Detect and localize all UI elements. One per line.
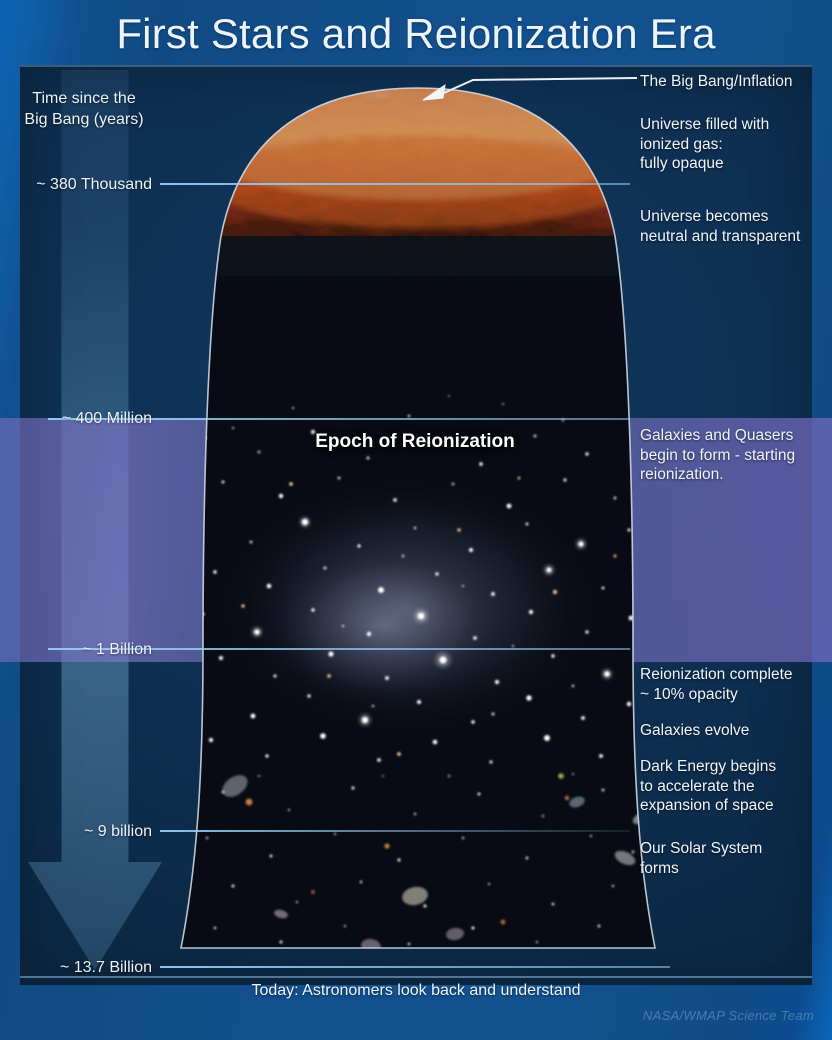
note-galaxies-quasars-form: Galaxies and Quasers begin to form - sta… bbox=[640, 426, 828, 485]
epoch-of-reionization-label: Epoch of Reionization bbox=[315, 431, 515, 452]
big-bang-pointer-arrow bbox=[415, 72, 640, 111]
caption-divider bbox=[20, 976, 812, 978]
note-solar-system-forms: Our Solar System forms bbox=[640, 839, 828, 878]
note-dark-energy-line1: Dark Energy begins bbox=[640, 758, 777, 775]
note-neutral-transparent-line2: neutral and transparent bbox=[640, 227, 801, 245]
note-dark-energy-line2: to accelerate the bbox=[640, 777, 755, 795]
note-galaxies-evolve: Galaxies evolve bbox=[640, 721, 828, 741]
note-dark-energy: Dark Energy begins to accelerate the exp… bbox=[640, 757, 828, 816]
note-ionized-gas-line1: Universe filled with bbox=[640, 116, 770, 133]
note-neutral-transparent: Universe becomes neutral and transparent bbox=[640, 207, 828, 246]
time-axis-heading: Time since the Big Bang (years) bbox=[4, 88, 164, 130]
axis-label-9-billion: ~ 9 billion bbox=[83, 823, 152, 840]
note-big-bang-inflation: The Big Bang/Inflation bbox=[640, 72, 828, 92]
note-galaxies-quasars-form-line3: reionization. bbox=[640, 466, 724, 483]
note-reionization-complete: Reionization complete ~ 10% opacity bbox=[640, 665, 828, 704]
note-galaxies-evolve-line1: Galaxies evolve bbox=[640, 722, 750, 739]
tick-line-13-7-billion bbox=[160, 966, 670, 968]
axis-label-13-7-billion: ~ 13.7 Billion bbox=[59, 959, 152, 976]
note-neutral-transparent-line1: Universe becomes bbox=[640, 208, 769, 225]
note-reionization-complete-line2: ~ 10% opacity bbox=[640, 685, 738, 703]
axis-label-1-billion: ~ 1 Billion bbox=[82, 641, 152, 658]
note-dark-energy-line3: expansion of space bbox=[640, 797, 774, 814]
note-ionized-gas-line2: ionized gas: bbox=[640, 135, 723, 153]
axis-label-380-thousand: ~ 380 Thousand bbox=[36, 176, 152, 193]
note-reionization-complete-line1: Reionization complete bbox=[640, 666, 793, 683]
page-title: First Stars and Reionization Era bbox=[116, 10, 716, 57]
universe-funnel bbox=[163, 86, 673, 970]
tick-line-380-thousand bbox=[160, 183, 630, 185]
note-solar-system-forms-line2: forms bbox=[640, 859, 679, 877]
note-big-bang-inflation-line1: The Big Bang/Inflation bbox=[640, 73, 793, 90]
note-galaxies-quasars-form-line1: Galaxies and Quasers bbox=[640, 427, 794, 444]
note-ionized-gas-line3: fully opaque bbox=[640, 155, 724, 172]
axis-label-400-million: ~ 400 Million bbox=[61, 410, 152, 427]
note-galaxies-quasars-form-line2: begin to form - starting bbox=[640, 446, 796, 464]
time-axis-heading-line1: Time since the bbox=[32, 90, 136, 107]
note-ionized-gas: Universe filled with ionized gas: fully … bbox=[640, 115, 828, 174]
tick-line-9-billion bbox=[160, 830, 630, 832]
credit-text: NASA/WMAP Science Team bbox=[642, 1008, 814, 1023]
bottom-caption: Today: Astronomers look back and underst… bbox=[251, 982, 581, 999]
note-solar-system-forms-line1: Our Solar System bbox=[640, 840, 763, 857]
panel-top-edge bbox=[20, 65, 812, 67]
time-axis-heading-line2: Big Bang (years) bbox=[24, 111, 144, 128]
